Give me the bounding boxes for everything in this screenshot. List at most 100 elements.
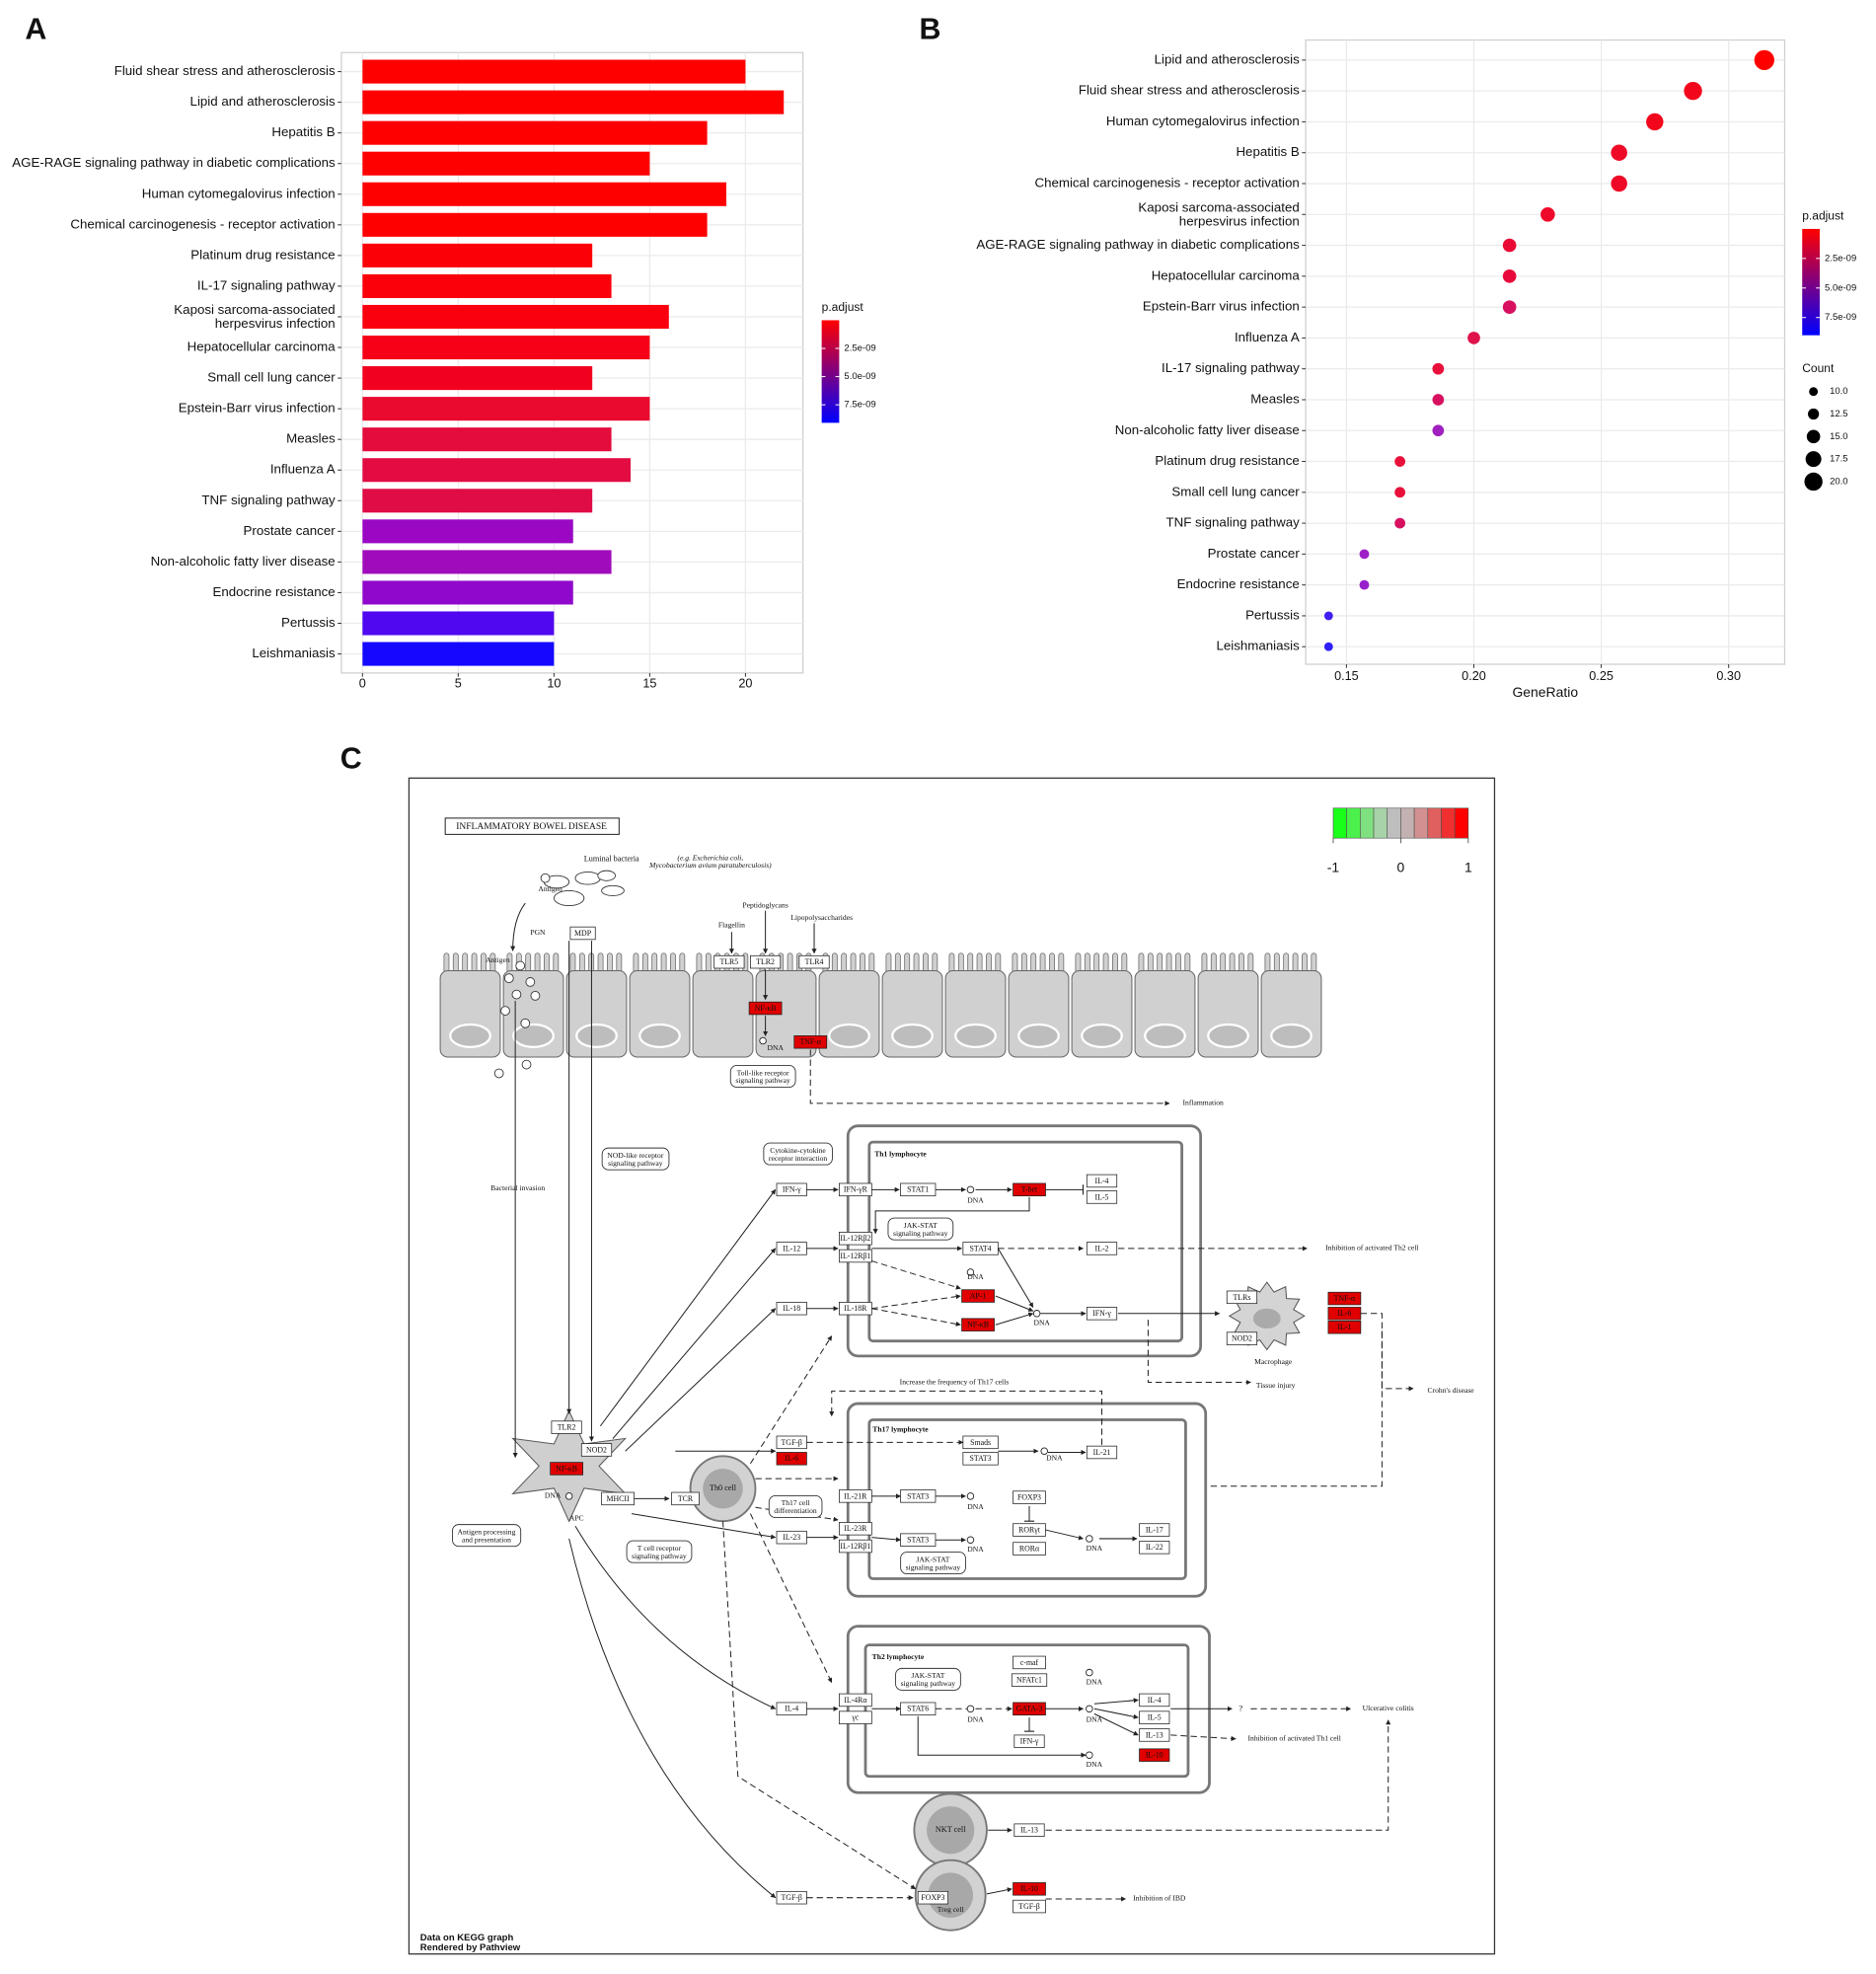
size-key-label: 15.0 [1830,431,1847,442]
x-tick-label: 20 [738,677,752,691]
gene-label: GATA-3 [1016,1705,1043,1713]
x-tick-label: 5 [455,677,462,691]
y-tick-label: Prostate cancer [1208,546,1301,561]
gene-node [961,1289,995,1303]
legend-cell [1373,807,1388,839]
gene-label: IL-21 [1093,1448,1111,1457]
x-tick-label: 0.25 [1589,669,1613,683]
gene-label: γc [851,1713,859,1722]
y-tick-label: Endocrine resistance [1177,576,1300,591]
title-box [444,817,620,835]
gene-node [1327,1291,1362,1306]
pathway-label: (e.g. Escherichia coli, Mycobacterium avi… [648,853,772,870]
gene-node [962,1435,999,1450]
antigen [530,990,541,1001]
nucleus [575,1023,618,1048]
legend-tick-label: 1 [1464,859,1472,874]
pathway-label: Inhibition of activated Th1 cell [1248,1733,1341,1742]
pathway-label: Flagellin [718,921,745,930]
y-tick-label: Platinum drug resistance [1155,453,1299,468]
pathway-label: JAK-STAT signaling pathway [906,1555,961,1571]
gene-node [839,1693,872,1708]
gene-label: IFN-γ [1020,1737,1039,1746]
pathway-label: DNA [967,1502,984,1511]
dna-site [966,1492,975,1500]
pathway-link-box [601,1147,670,1171]
gene-label: c-maf [1020,1658,1039,1667]
size-key [1804,472,1823,492]
gene-label: IL-10 [1020,1884,1038,1893]
bar [362,458,631,483]
edge [1045,1529,1085,1541]
size-key-label: 10.0 [1830,386,1847,397]
y-tick-label: Influenza A [270,462,336,477]
y-tick-label: Hepatitis B [1236,144,1299,159]
gene-label: STAT4 [970,1244,992,1253]
bacterium [574,871,601,885]
gene-label: NF-κB [556,1464,577,1473]
gene-label: STAT1 [907,1185,929,1194]
antigen [540,873,551,883]
gene-node [750,954,782,969]
bar [362,90,785,114]
y-tick-label: Leishmaniasis [252,645,336,660]
y-tick-label: IL-17 signaling pathway [1162,360,1300,375]
pathway-label: Th1 lymphocyte [874,1150,927,1159]
bar [362,120,708,145]
gene-label: IL-6 [1337,1309,1351,1318]
gene-label: TLRs [1234,1293,1251,1302]
nucleus [512,1023,555,1048]
nucleus [828,1023,870,1048]
y-tick-label: Leishmaniasis [1216,639,1300,653]
gene-label: IFN-γ [1092,1309,1111,1318]
gene-label: IL-18 [783,1304,800,1313]
bar [362,550,612,574]
y-tick-label: Lipid and atherosclerosis [1155,51,1300,66]
pathway-label: DNA [967,1545,984,1554]
gene-label: IL-4 [1148,1696,1162,1705]
colorbar-tick-label: 7.5e-09 [1825,312,1856,323]
gene-node [1139,1748,1170,1762]
gene-node [917,1890,949,1905]
size-key-label: 17.5 [1830,454,1847,465]
nucleus [1017,1023,1060,1048]
edge [631,1513,777,1540]
edge [917,1715,1087,1758]
dna-site [1086,1535,1093,1543]
epithelial-cell [692,970,754,1058]
pathway-label: Treg cell [938,1905,964,1914]
bar [362,243,593,267]
gene-node [713,954,745,969]
point [1359,549,1370,560]
text-line: Kaposi sarcoma-associated [1138,199,1299,214]
text-line: Kaposi sarcoma-associated [174,302,335,317]
pathway-label: DNA [768,1043,785,1052]
antigen [503,973,514,984]
pathway-label: Inhibition of IBD [1133,1894,1186,1903]
text-line: Mycobacterium avium paratuberculosis) [648,861,772,870]
y-tick-label: Hepatocellular carcinoma [1152,267,1301,282]
gene-label: IL-12Rβ2 [840,1234,870,1243]
y-tick-label: Epstein-Barr virus infection [1143,299,1300,314]
gene-label: IL-5 [1148,1713,1162,1722]
bar [362,489,593,513]
point [1394,456,1406,467]
gene-label: IL-23 [783,1533,800,1542]
pathway-label: Cytokine-cytokine receptor interaction [769,1146,827,1163]
gene-label: TCR [678,1494,694,1503]
bar [362,59,746,84]
gene-node [1327,1307,1362,1321]
gene-node [1086,1445,1118,1460]
y-tick-label: Small cell lung cancer [207,370,336,385]
pathway-label: Toll-like receptor signaling pathway [735,1068,790,1085]
gene-node [776,1702,807,1716]
dna-site [564,1492,573,1500]
gene-label: IFN-γR [844,1185,868,1194]
bar [362,427,612,452]
point [1646,113,1664,131]
gene-label: Smads [970,1438,991,1447]
gene-node [1086,1307,1118,1321]
gene-node [900,1702,937,1716]
gene-label: IL-10 [1146,1751,1163,1760]
